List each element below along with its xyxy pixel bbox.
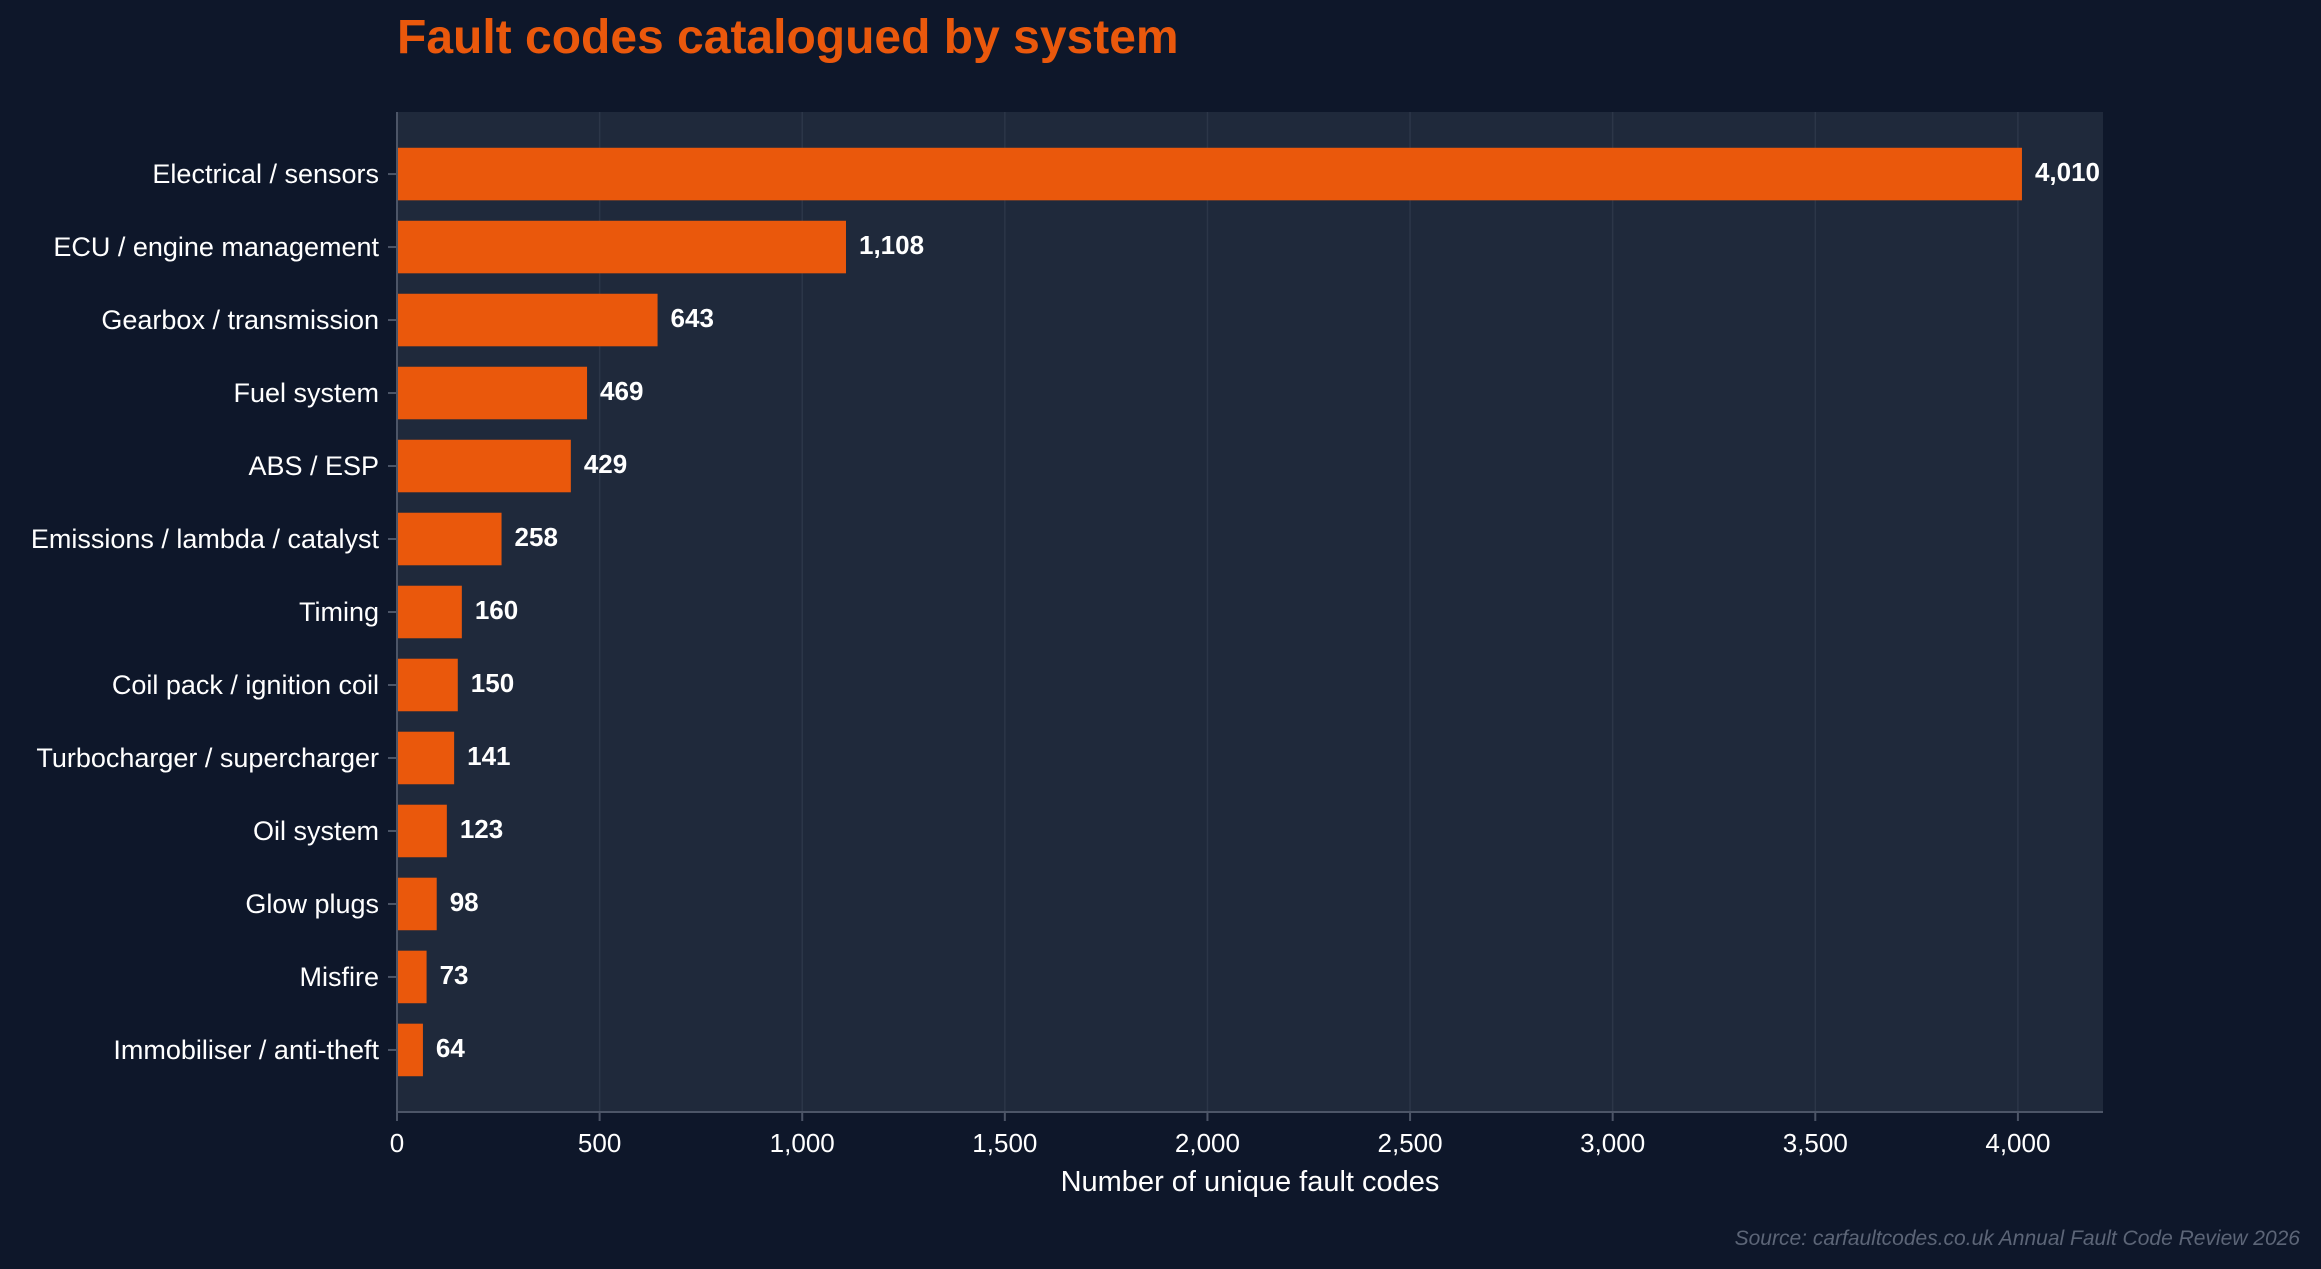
value-label: 98	[450, 887, 479, 917]
category-label: Gearbox / transmission	[101, 305, 379, 335]
bar	[397, 293, 658, 347]
source-note: Source: carfaultcodes.co.uk Annual Fault…	[1735, 1227, 2301, 1250]
bar	[397, 804, 447, 858]
bar	[397, 220, 846, 274]
x-tick-label: 3,500	[1783, 1128, 1848, 1158]
value-label: 258	[515, 522, 558, 552]
x-tick-label: 2,500	[1378, 1128, 1443, 1158]
category-label: Coil pack / ignition coil	[112, 670, 379, 700]
value-label: 141	[467, 741, 510, 771]
bar	[397, 439, 571, 493]
plot-area	[397, 112, 2103, 1112]
value-label: 160	[475, 595, 518, 625]
bar	[397, 585, 462, 639]
axes	[388, 112, 2103, 1121]
category-label: Misfire	[300, 962, 380, 992]
bar	[397, 950, 427, 1004]
category-label: ECU / engine management	[53, 232, 379, 262]
bar	[397, 147, 2022, 201]
category-label: ABS / ESP	[248, 451, 379, 481]
bar	[397, 658, 458, 712]
value-label: 4,010	[2035, 157, 2100, 187]
category-label: Electrical / sensors	[152, 159, 379, 189]
value-label: 1,108	[859, 230, 924, 260]
category-label: Glow plugs	[245, 889, 379, 919]
value-label: 469	[600, 376, 643, 406]
value-label: 429	[584, 449, 627, 479]
chart-title: Fault codes catalogued by system	[397, 11, 1179, 64]
labels: 0 500 1,000 1,500 2,000 2,500 3,000 3,500 4,000 E…	[31, 157, 2100, 1158]
category-label: Emissions / lambda / catalyst	[31, 524, 380, 554]
value-label: 643	[671, 303, 714, 333]
x-tick-label: 500	[578, 1128, 621, 1158]
value-label: 73	[440, 960, 469, 990]
category-label: Turbocharger / supercharger	[36, 743, 379, 773]
bar	[397, 877, 437, 931]
value-label: 64	[436, 1033, 465, 1063]
x-tick-label: 1,000	[770, 1128, 835, 1158]
category-label: Immobiliser / anti-theft	[113, 1035, 379, 1065]
category-label: Timing	[299, 597, 379, 627]
category-label: Oil system	[253, 816, 379, 846]
bar	[397, 512, 502, 566]
bar	[397, 1023, 423, 1077]
x-tick-label: 0	[390, 1128, 404, 1158]
x-tick-label: 3,000	[1580, 1128, 1645, 1158]
category-label: Fuel system	[233, 378, 379, 408]
bar	[397, 366, 588, 420]
x-tick-label: 1,500	[972, 1128, 1037, 1158]
value-label: 150	[471, 668, 514, 698]
value-label: 123	[460, 814, 503, 844]
bars	[397, 147, 2022, 1077]
bar	[397, 731, 455, 785]
x-axis-title: Number of unique fault codes	[1061, 1166, 1440, 1198]
x-tick-label: 4,000	[1985, 1128, 2050, 1158]
x-tick-label: 2,000	[1175, 1128, 1240, 1158]
